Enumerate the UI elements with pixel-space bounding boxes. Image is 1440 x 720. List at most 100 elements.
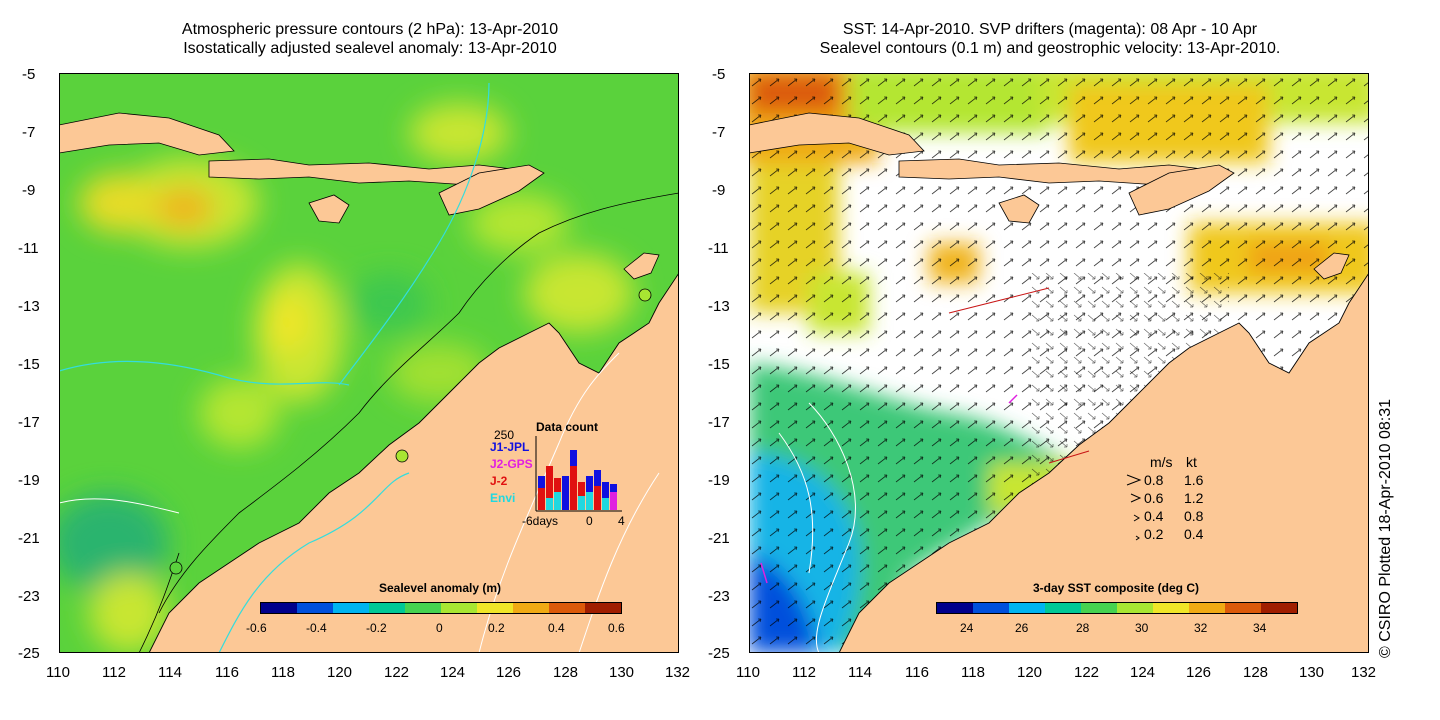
velocity-kt: 1.6 (1184, 472, 1204, 488)
data-count-inset: Data count 250 J1-JPL J2-GPS J-2 Envi -6… (488, 420, 638, 530)
right-colorbar-tick: 34 (1253, 621, 1267, 635)
left-y-tick: -15 (18, 356, 40, 373)
sst-velocity-map (749, 73, 1369, 653)
right-colorbar-label: 3-day SST composite (deg C) (1032, 581, 1200, 595)
left-colorbar-tick: 0.4 (548, 621, 565, 635)
data-count-bars (535, 436, 622, 512)
arrow-0-8-icon (1126, 473, 1142, 489)
arrow-0-4-icon (1133, 510, 1141, 526)
left-colorbar-tick: 0 (436, 621, 443, 635)
colorbar-swatch (333, 603, 369, 613)
colorbar-swatch (477, 603, 513, 613)
legend-j2-gps: J2-GPS (490, 457, 533, 471)
left-x-tick: 132 (665, 664, 691, 681)
colorbar-swatch (1081, 603, 1117, 613)
left-y-tick: -19 (18, 472, 40, 489)
right-x-tick: 124 (1130, 664, 1156, 681)
right-colorbar-tick: 24 (960, 621, 974, 635)
right-colorbar-tick: 30 (1135, 621, 1149, 635)
left-y-tick: -11 (18, 240, 39, 257)
left-colorbar-tick: 0.6 (608, 621, 625, 635)
colorbar-swatch (369, 603, 405, 613)
left-y-tick: -17 (18, 414, 40, 431)
plot-credit: © CSIRO Plotted 18-Apr-2010 08:31 (1377, 398, 1394, 658)
right-x-tick: 130 (1299, 664, 1325, 681)
colorbar-swatch (1117, 603, 1153, 613)
right-map-title: SST: 14-Apr-2010. SVP drifters (magenta)… (740, 20, 1360, 58)
velocity-ms: 0.2 (1144, 526, 1164, 542)
left-y-tick: -7 (22, 124, 36, 141)
left-colorbar-tick: -0.6 (246, 621, 267, 635)
velocity-kt: 0.4 (1184, 526, 1204, 542)
sealevel-colorbar (260, 602, 622, 614)
velocity-kt: 0.8 (1184, 508, 1204, 524)
right-y-tick: -7 (712, 124, 726, 141)
left-colorbar-label: Sealevel anomaly (m) (378, 581, 502, 595)
legend-j1-jpl: J1-JPL (490, 440, 530, 454)
velocity-legend: m/s kt 0.8 1.6 0.6 1.2 0.4 0.8 0.2 0.4 (1120, 454, 1230, 544)
left-y-tick: -25 (18, 645, 40, 662)
left-map-title: Atmospheric pressure contours (2 hPa): 1… (60, 20, 680, 58)
colorbar-swatch (1045, 603, 1081, 613)
right-colorbar-tick: 32 (1194, 621, 1208, 635)
right-colorbar-tick: 28 (1076, 621, 1090, 635)
left-x-tick: 114 (158, 664, 182, 681)
left-x-tick: 120 (327, 664, 353, 681)
inset-ymax-label: 250 (494, 428, 515, 442)
arrow-0-6-icon (1130, 491, 1142, 507)
colorbar-swatch (1153, 603, 1189, 613)
left-x-tick: 118 (271, 664, 295, 681)
velocity-legend-ms-header: m/s (1150, 454, 1173, 470)
legend-j-2: J-2 (490, 474, 508, 488)
colorbar-swatch (405, 603, 441, 613)
colorbar-swatch (549, 603, 585, 613)
right-y-tick: -11 (708, 240, 729, 257)
right-x-tick: 114 (848, 664, 872, 681)
colorbar-swatch (937, 603, 973, 613)
velocity-ms: 0.8 (1144, 472, 1164, 488)
left-y-tick: -5 (22, 66, 36, 83)
velocity-legend-kt-header: kt (1186, 454, 1197, 470)
left-y-tick: -23 (18, 588, 40, 605)
inset-x-label: 0 (586, 514, 593, 528)
left-x-tick: 110 (46, 664, 70, 681)
right-colorbar-tick: 26 (1015, 621, 1029, 635)
right-x-tick: 118 (961, 664, 985, 681)
right-x-tick: 110 (736, 664, 760, 681)
velocity-kt: 1.2 (1184, 490, 1204, 506)
right-x-tick: 122 (1074, 664, 1100, 681)
left-x-tick: 130 (609, 664, 635, 681)
colorbar-swatch (585, 603, 621, 613)
right-y-tick: -13 (708, 298, 730, 315)
right-x-tick: 128 (1243, 664, 1269, 681)
colorbar-swatch (1009, 603, 1045, 613)
right-y-tick: -25 (708, 645, 730, 662)
right-y-tick: -5 (712, 66, 726, 83)
right-y-tick: -17 (708, 414, 730, 431)
left-x-tick: 126 (496, 664, 522, 681)
colorbar-swatch (297, 603, 333, 613)
inset-x-label: 4 (618, 514, 625, 528)
right-x-tick: 132 (1351, 664, 1377, 681)
right-y-tick: -19 (708, 472, 730, 489)
colorbar-swatch (513, 603, 549, 613)
right-x-tick: 112 (792, 664, 816, 681)
left-x-tick: 128 (553, 664, 579, 681)
right-y-tick: -9 (712, 182, 726, 199)
colorbar-swatch (1225, 603, 1261, 613)
inset-title: Data count (536, 420, 599, 434)
colorbar-swatch (1189, 603, 1225, 613)
right-y-tick: -15 (708, 356, 730, 373)
left-title-line-2: Isostatically adjusted sealevel anomaly:… (183, 40, 557, 57)
velocity-ms: 0.6 (1144, 490, 1164, 506)
left-title-line-1: Atmospheric pressure contours (2 hPa): 1… (181, 21, 559, 38)
right-x-tick: 120 (1017, 664, 1043, 681)
right-y-tick: -23 (708, 588, 730, 605)
left-x-tick: 124 (440, 664, 466, 681)
inset-x-label: -6days (522, 514, 559, 528)
legend-envi: Envi (490, 491, 516, 505)
colorbar-swatch (1261, 603, 1297, 613)
right-title-line-2: Sealevel contours (0.1 m) and geostrophi… (819, 40, 1281, 57)
colorbar-swatch (441, 603, 477, 613)
right-x-tick: 126 (1186, 664, 1212, 681)
